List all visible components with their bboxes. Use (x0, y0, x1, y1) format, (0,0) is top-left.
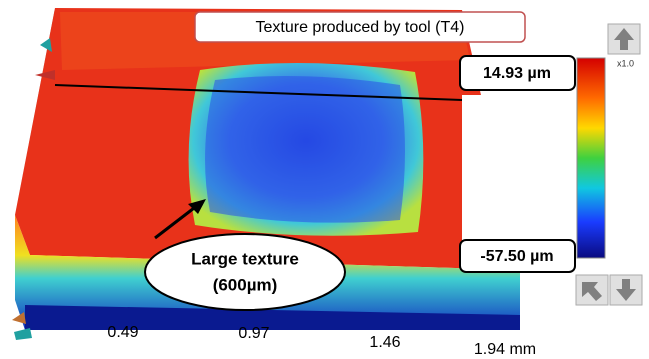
axis-icon (14, 328, 32, 340)
axis-icon (12, 312, 26, 324)
texture-pit-core (205, 76, 405, 223)
axis-label: 0.49 (107, 324, 138, 341)
annotation-bubble (145, 234, 345, 310)
axis-label: 1.46 (369, 334, 400, 351)
max-value: 14.93 µm (483, 65, 551, 82)
color-bar (577, 58, 605, 258)
title: Texture produced by tool (T4) (256, 19, 465, 36)
zoom-label: x1.0 (617, 58, 634, 68)
annotation-text: (600µm) (213, 275, 278, 294)
axis-label: 0.97 (238, 325, 269, 342)
min-value: -57.50 µm (480, 248, 553, 265)
surface-view: Texture produced by tool (T4) x1.0 14.93… (0, 0, 649, 359)
axis-label: 1.94 mm (474, 341, 536, 358)
annotation-text: Large texture (191, 249, 299, 268)
cursor-icon (40, 38, 52, 52)
